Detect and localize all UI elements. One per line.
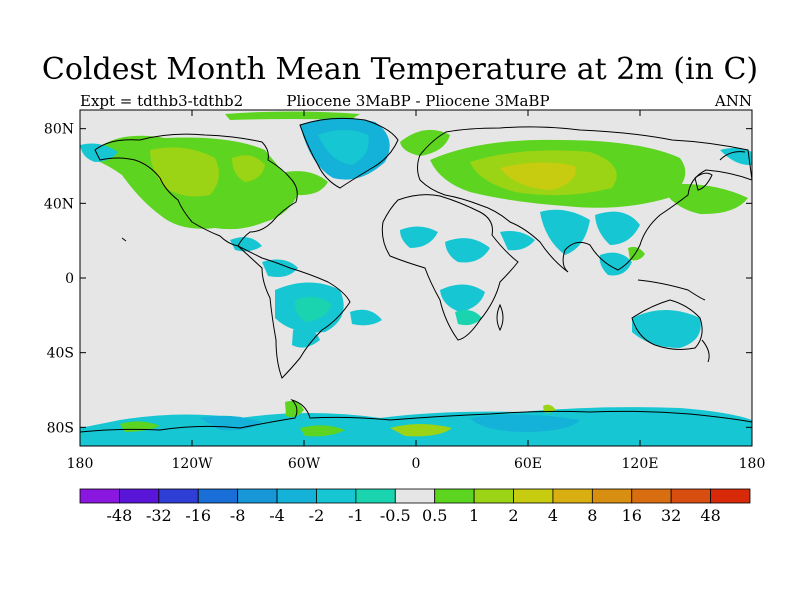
colorbar-label: 4 [548, 506, 558, 525]
colorbar-label: -1 [348, 506, 364, 525]
coast-indonesia [637, 279, 706, 301]
colorbar-label: 48 [700, 506, 720, 525]
colorbar-label: -16 [185, 506, 211, 525]
colorbar-swatch [119, 488, 160, 504]
colorbar-swatch [670, 488, 711, 504]
shade-cool [540, 209, 590, 255]
lat-tick-label: 80N [44, 122, 74, 138]
colorbar-label: 16 [622, 506, 642, 525]
colorbar-swatch [434, 488, 475, 504]
lon-tick-label: 60W [288, 456, 321, 472]
coast-japan [694, 172, 713, 191]
coast-new-zealand [701, 339, 710, 363]
colorbar-swatch [316, 488, 357, 504]
colorbar-labels: -48 -32 -16 -8 -4 -2 -1 -0.5 0.5 1 2 4 8 16 32 48 [107, 506, 721, 525]
shade-warm [500, 162, 576, 190]
colorbar-swatch [591, 488, 633, 504]
lat-tick-label: 40N [44, 196, 74, 212]
colorbar-swatch [710, 488, 751, 504]
shade-cool [350, 309, 382, 326]
period-comparison-label: Pliocene 3MaBP - Pliocene 3MaBP [286, 92, 550, 110]
shade-cool [292, 327, 320, 348]
lon-tick-label: 0 [412, 456, 421, 472]
colorbar-label: -2 [309, 506, 325, 525]
colorbar-swatch [631, 488, 672, 504]
coast-eurasia [417, 126, 752, 273]
coast-africa [381, 194, 519, 341]
shade-cool [595, 211, 640, 245]
coast-greenland [299, 117, 399, 189]
shade-warm [300, 425, 345, 437]
colorbar-label: -32 [146, 506, 172, 525]
coast-madagascar [496, 303, 504, 332]
colorbar-swatch [79, 488, 120, 504]
colorbar-label: 1 [469, 506, 479, 525]
shade-cool [230, 237, 262, 252]
season-label: ANN [714, 92, 752, 110]
colorbar-label: 32 [661, 506, 681, 525]
coast-australia [631, 299, 703, 350]
lon-tick-label: 120E [622, 456, 659, 472]
colorbar-swatch [276, 488, 317, 504]
colorbar-swatch [473, 488, 514, 504]
shade-cool [80, 143, 118, 162]
colorbar-swatch [237, 488, 278, 504]
lat-tick-label: 0 [65, 271, 74, 287]
shade-warm [543, 404, 556, 413]
shade-cool [262, 259, 298, 277]
colorbar-swatch [158, 488, 199, 504]
colorbar-swatch [394, 488, 436, 504]
anomaly-field [80, 111, 752, 446]
colorbar-label: -8 [230, 506, 246, 525]
shade-cool [599, 252, 632, 276]
colorbar-label: 0.5 [422, 506, 447, 525]
shade-cool [455, 310, 482, 326]
colorbar-label: 2 [508, 506, 518, 525]
colorbar-swatch [513, 488, 554, 504]
coast-north-america [94, 133, 298, 247]
lat-tick-label: 40S [47, 346, 74, 362]
shade-warm [225, 111, 360, 120]
lon-tick-label: 180 [739, 456, 766, 472]
coast-kamchatka [719, 151, 746, 161]
lon-tick-label: 180 [67, 456, 94, 472]
colorbar-label: -0.5 [380, 506, 411, 525]
shade-warm [150, 147, 219, 197]
shade-cool [500, 231, 535, 251]
shade-warm [232, 155, 265, 182]
shade-warm [390, 424, 452, 437]
colorbar [79, 488, 751, 504]
shade-cool [445, 238, 490, 263]
coast-hawaii [121, 237, 127, 242]
shade-cool [470, 414, 580, 432]
coastlines [80, 117, 752, 433]
lat-tick-label: 80S [47, 420, 74, 436]
colorbar-swatch [197, 488, 239, 504]
shade-cool [294, 296, 332, 322]
colorbar-label: -4 [269, 506, 285, 525]
longitude-axis: 180 120W 60W 0 60E 120E 180 [67, 110, 766, 472]
experiment-label: Expt = tdthb3-tdthb2 [80, 92, 244, 110]
shade-cool [440, 284, 485, 312]
shade-cool [318, 130, 369, 165]
shade-warm [660, 183, 748, 215]
colorbar-swatch [552, 488, 593, 504]
shade-warm [285, 171, 328, 196]
coast-south-america [237, 245, 351, 379]
lon-tick-label: 120W [171, 456, 213, 472]
colorbar-swatch [355, 488, 396, 504]
chart-title: Coldest Month Mean Temperature at 2m (in… [41, 52, 759, 87]
coast-antarctica [80, 398, 752, 433]
shade-cool [632, 310, 701, 348]
shade-warm [400, 129, 450, 156]
lon-tick-label: 60E [514, 456, 542, 472]
colorbar-label: 8 [587, 506, 597, 525]
shade-cool [400, 226, 438, 248]
shade-warm [285, 401, 304, 418]
colorbar-label: -48 [107, 506, 133, 525]
latitude-axis: 80N 40N 0 40S 80S [44, 122, 752, 436]
